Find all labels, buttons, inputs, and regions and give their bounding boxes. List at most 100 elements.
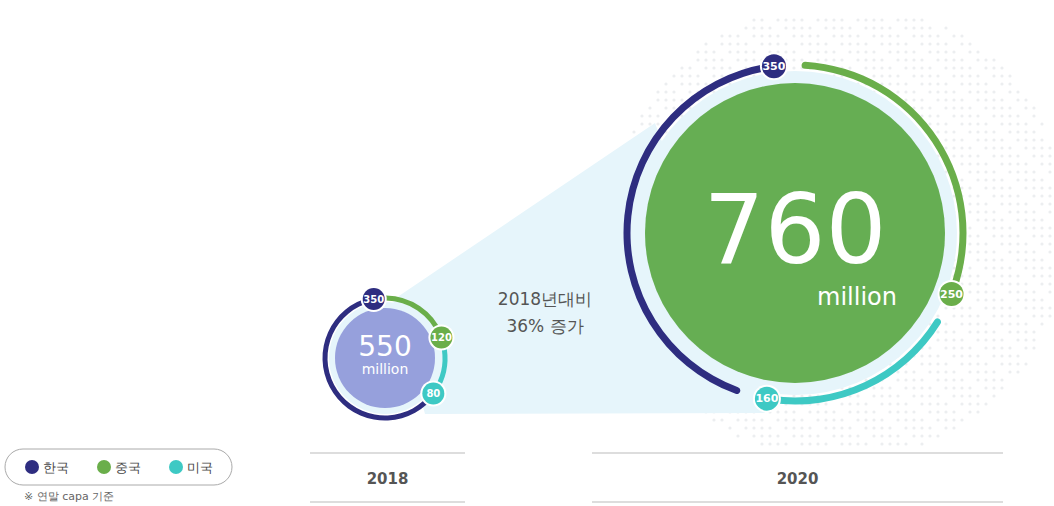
globe-dot [1024,178,1027,181]
globe-dot [968,274,971,277]
globe-dot [1000,306,1003,309]
globe-dot [960,98,963,101]
globe-dot [920,82,923,85]
globe-dot [1008,314,1011,317]
globe-dot [1000,362,1003,365]
globe-dot [944,82,947,85]
globe-dot [992,290,995,293]
globe-dot [968,250,971,253]
globe-dot [1024,202,1027,205]
globe-dot [880,26,883,29]
globe-dot [984,258,987,261]
globe-dot [648,106,651,109]
globe-dot [1040,138,1043,141]
globe-dot [664,106,667,109]
globe-dot [664,82,667,85]
globe-dot [912,434,915,437]
globe-dot [656,98,659,101]
globe-dot [944,66,947,69]
globe-dot [1024,210,1027,213]
globe-dot [680,74,683,77]
globe-dot [832,418,835,421]
globe-dot [952,370,955,373]
globe-dot [968,130,971,133]
globe-dot [944,50,947,53]
globe-dot [968,146,971,149]
globe-dot [928,346,931,349]
globe-dot [640,114,643,117]
globe-dot [976,202,979,205]
globe-dot [1000,114,1003,117]
globe-dot [688,82,691,85]
globe-dot [952,330,955,333]
globe-dot [976,210,979,213]
globe-dot [824,26,827,29]
globe-dot [848,402,851,405]
globe-dot [992,266,995,269]
globe-dot [744,42,747,45]
globe-dot [920,394,923,397]
globe-dot [984,106,987,109]
globe-dot [1000,258,1003,261]
globe-dot [952,410,955,413]
globe-dot [816,18,819,21]
globe-dot [976,162,979,165]
globe-dot [976,354,979,357]
globe-dot [984,378,987,381]
globe-dot [992,98,995,101]
globe-dot [832,18,835,21]
globe-dot [656,122,659,125]
globe-dot [1024,258,1027,261]
globe-dot [840,442,843,445]
globe-dot [1000,122,1003,125]
globe-dot [1008,282,1011,285]
globe-dot [984,186,987,189]
globe-dot [728,42,731,45]
globe-dot [776,442,779,445]
globe-dot [984,290,987,293]
globe-dot [928,66,931,69]
globe-dot [816,42,819,45]
globe-dot [944,362,947,365]
globe-dot [1008,74,1011,77]
globe-dot [968,234,971,237]
globe-dot [1008,362,1011,365]
globe-dot [736,34,739,37]
globe-dot [1000,314,1003,317]
globe-dot [968,154,971,157]
globe-dot [936,362,939,365]
globe-dot [936,114,939,117]
globe-dot [1000,346,1003,349]
globe-dot [968,210,971,213]
globe-dot [1016,322,1019,325]
globe-dot [896,90,899,93]
globe-dot [960,66,963,69]
globe-dot [904,426,907,429]
globe-dot [984,322,987,325]
globe-dot [928,34,931,37]
globe-dot [792,50,795,53]
globe-dot [984,130,987,133]
globe-dot [832,426,835,429]
globe-dot [824,402,827,405]
globe-dot [944,138,947,141]
globe-dot [1000,154,1003,157]
globe-dot [1032,234,1035,237]
globe-dot [880,42,883,45]
globe-dot [1032,186,1035,189]
globe-dot [976,322,979,325]
globe-dot [888,402,891,405]
globe-dot [752,34,755,37]
globe-dot [1024,330,1027,333]
globe-dot [816,410,819,413]
globe-dot [1032,154,1035,157]
globe-dot [856,418,859,421]
globe-dot [760,434,763,437]
globe-dot [776,34,779,37]
globe-dot [824,410,827,413]
globe-dot [656,114,659,117]
globe-dot [952,426,955,429]
globe-dot [744,50,747,53]
globe-dot [752,50,755,53]
globe-dot [808,426,811,429]
